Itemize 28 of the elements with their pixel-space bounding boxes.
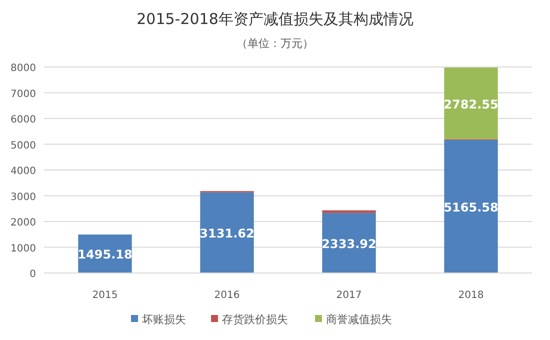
bar bbox=[200, 192, 254, 273]
data-label: 2782.55 bbox=[444, 97, 498, 112]
bar bbox=[322, 212, 376, 273]
legend-label: 存货跌价损失 bbox=[222, 313, 288, 326]
x-tick-label: 2015 bbox=[92, 290, 118, 301]
legend-label: 商誉减值损失 bbox=[326, 313, 392, 326]
x-tick-label: 2017 bbox=[336, 290, 362, 301]
y-tick-label: 0 bbox=[30, 269, 36, 280]
bar bbox=[444, 140, 498, 273]
bar bbox=[444, 68, 498, 140]
y-tick-label: 7000 bbox=[10, 88, 36, 100]
data-label: 5165.58 bbox=[444, 200, 498, 214]
chart-subtitle: （单位：万元） bbox=[236, 37, 314, 50]
y-tick-label: 4000 bbox=[10, 166, 36, 177]
x-tick-label: 2018 bbox=[458, 290, 484, 301]
data-label: 3131.62 bbox=[200, 226, 254, 241]
y-tick-label: 1000 bbox=[10, 243, 36, 254]
data-label: 2333.92 bbox=[322, 236, 376, 251]
bar bbox=[322, 210, 376, 213]
chart-title: 2015-2018年资产减值损失及其构成情况 bbox=[136, 10, 414, 28]
y-tick-label: 2000 bbox=[10, 218, 36, 228]
x-tick-label: 2016 bbox=[214, 290, 240, 301]
legend-label: 坏账损失 bbox=[141, 313, 186, 326]
data-label: 1495.18 bbox=[78, 248, 132, 262]
y-tick-label: 5000 bbox=[10, 140, 36, 152]
y-tick-label: 3000 bbox=[10, 192, 36, 203]
y-tick-label: 6000 bbox=[10, 114, 36, 126]
y-tick-label: 8000 bbox=[10, 63, 36, 74]
